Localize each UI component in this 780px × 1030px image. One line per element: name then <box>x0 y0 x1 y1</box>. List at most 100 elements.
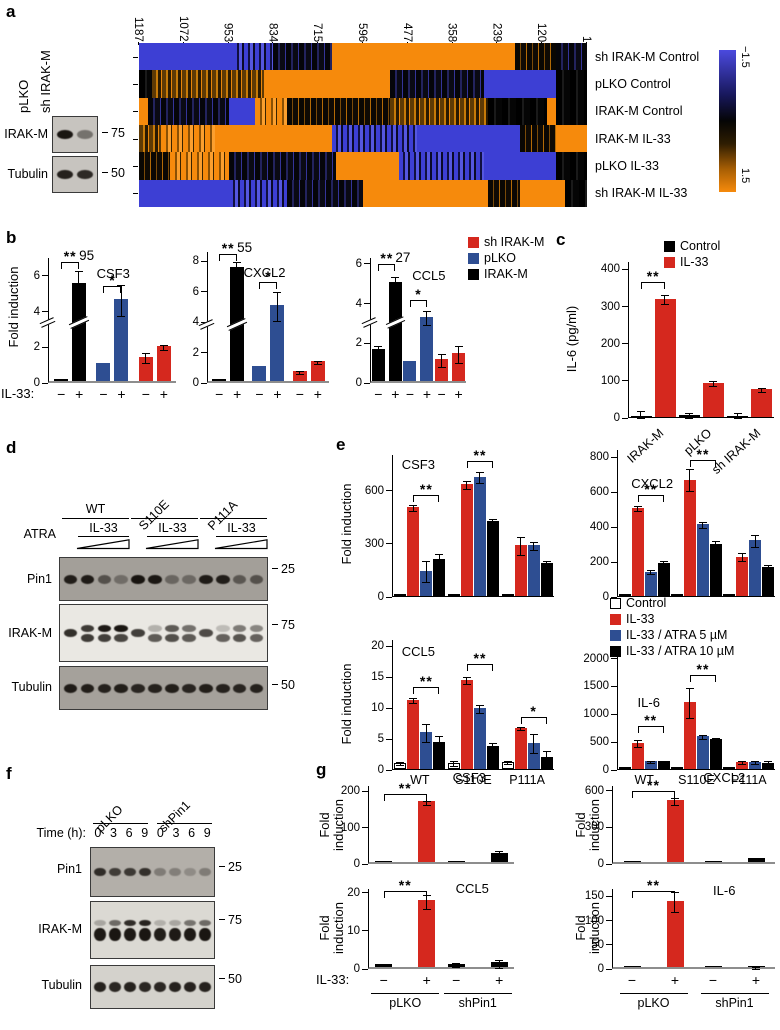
axis-tick-label: 4 <box>355 297 362 310</box>
blot-band-upper <box>80 624 95 632</box>
bar-chart-b-csf3: 0 2 4 6 ** 95 * − + − + − + IL-33: CSF3 <box>1 248 176 402</box>
group-line-plko-f <box>93 823 148 824</box>
heatmap-column-label: 834 <box>266 2 280 45</box>
bar <box>473 708 486 769</box>
heatmap-segment <box>555 97 587 125</box>
significance-stars: ** <box>419 673 433 689</box>
error-bar <box>503 761 512 765</box>
plot-area <box>368 889 514 969</box>
axis-tick-label: 300 <box>584 821 604 834</box>
heatmap-column-label-text: 596 <box>356 22 368 42</box>
heatmap-segment <box>139 179 229 207</box>
blot-lane <box>96 667 113 709</box>
blot-band <box>153 868 166 876</box>
marker-75-a: 75 <box>102 126 125 140</box>
blot-band-upper <box>94 919 107 926</box>
bar <box>696 524 709 596</box>
significance-bracket: ** <box>413 481 440 502</box>
panel-letter-a: a <box>6 2 16 21</box>
blot-lane <box>153 902 168 958</box>
significance-bracket: ** <box>641 268 666 289</box>
heatmap-column-label: 953 <box>222 2 236 45</box>
il33-sign: − <box>57 386 66 402</box>
bar <box>670 594 683 596</box>
bar-chart-g-il6: 0 50 100 150 ** − + − + pLKO shPin1 IL-6 <box>585 877 775 1010</box>
blot-band-upper <box>97 624 112 632</box>
axis-tick <box>42 382 48 384</box>
axis-tick <box>362 827 368 829</box>
blot-band <box>232 633 247 642</box>
blot-band <box>77 170 93 179</box>
blot-row-label-irakm-f: IRAK-M <box>38 922 82 936</box>
il33-sign: − <box>379 972 388 988</box>
bar <box>486 746 499 769</box>
legend-swatch <box>610 614 621 625</box>
error-bar <box>117 284 126 318</box>
legend-swatch <box>468 237 479 248</box>
blot-lane <box>62 667 79 709</box>
plot-area <box>392 640 554 770</box>
axis-tick-label: 0 <box>597 963 604 975</box>
axis-tick <box>364 263 370 265</box>
heatmap-segment <box>228 97 256 125</box>
axis-tick-label: 800 <box>589 451 609 463</box>
blot-lane <box>197 902 212 958</box>
axis-tick <box>611 526 617 528</box>
error-bar <box>462 676 471 686</box>
bar-group <box>292 361 325 381</box>
axis-tick <box>42 311 48 313</box>
error-bar <box>685 469 694 493</box>
il33-line-1 <box>78 536 129 537</box>
blot-lane <box>197 558 214 600</box>
bar <box>631 742 644 769</box>
bar-group <box>704 965 765 967</box>
bar <box>704 965 722 967</box>
blot-lane <box>167 966 182 1008</box>
blot-lane <box>130 558 147 600</box>
blot-band <box>80 633 95 642</box>
group-label-wt: WT <box>85 502 106 516</box>
il33-sign: − <box>452 972 461 988</box>
error-bar <box>764 760 773 769</box>
bar <box>420 571 433 596</box>
error-bar <box>475 704 484 715</box>
axis-tick-label: 6 <box>355 257 362 270</box>
il33-sign: − <box>627 972 637 988</box>
heatmap-segment <box>362 179 489 207</box>
il33-sign: − <box>437 386 446 402</box>
blot-band <box>232 683 247 693</box>
heatmap-row <box>133 179 587 207</box>
bar-group <box>501 545 553 596</box>
bar <box>747 965 765 967</box>
il33-sign: + <box>233 386 242 402</box>
blot-band <box>114 683 128 693</box>
blot-lane <box>123 966 138 1008</box>
blot-band <box>165 633 179 642</box>
error-bar <box>659 560 668 568</box>
heatmap-segment <box>389 70 484 98</box>
axis-tick-label: 4 <box>33 305 40 318</box>
bar-group <box>618 742 670 769</box>
blot-band <box>57 170 73 179</box>
axis-tick-label: 0 <box>602 591 609 603</box>
chart-title: CSF3 <box>96 266 130 281</box>
il33-sign: + <box>313 386 322 402</box>
blot-band <box>97 574 112 584</box>
error-bar <box>659 760 668 764</box>
bar-chart-b-ccl5: 0 2 4 6 ** 27 * − + − + − + CCL5 <box>356 250 466 402</box>
heatmap-column-labels: 1187 1072 953 834 715 596 477 358 239 120 1 <box>132 2 592 45</box>
error-bar <box>516 726 525 733</box>
heatmap-segment <box>139 43 234 71</box>
heatmap-segment <box>170 152 229 180</box>
blot-lane <box>182 966 197 1008</box>
heatmap-segment <box>336 152 399 180</box>
bar <box>486 521 499 596</box>
error-bar <box>488 518 497 527</box>
axis-tick-label: 0 <box>355 377 362 389</box>
heatmap-column-label: 477 <box>401 2 415 45</box>
axis-tick-label: 100 <box>600 374 620 387</box>
blot-band <box>183 982 196 992</box>
heatmap-segment <box>147 97 229 125</box>
blot-band <box>153 927 166 941</box>
axis-tick-label: 0 <box>377 591 384 603</box>
